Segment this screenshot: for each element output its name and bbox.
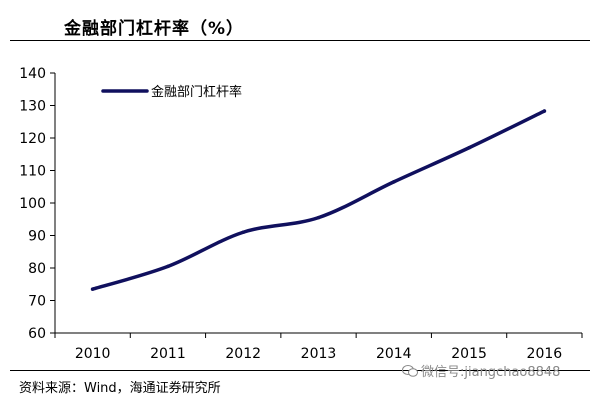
watermark-text: 微信号:jiangchao8848 [421,365,561,380]
footer-divider [10,370,590,371]
data-point [316,215,321,220]
data-point [90,287,95,291]
chart-legend: 金融部门杠杆率 [101,84,242,100]
source-note: 资料来源：Wind，海通证券研究所 [19,381,221,396]
x-axis-ticks: 2010 2011 2012 2013 2014 2015 2016 [54,333,583,362]
data-point [467,145,471,150]
x-tick-label: 2011 [150,346,186,362]
series-lines [90,109,547,291]
x-tick-label: 2012 [225,346,261,362]
y-tick-label: 60 [28,326,46,342]
y-tick-label: 130 [19,99,46,115]
y-tick-label: 120 [19,131,46,147]
x-tick-label: 2016 [527,346,563,362]
y-tick-label: 100 [19,196,46,212]
data-point [391,180,396,184]
y-tick-label: 70 [28,294,46,310]
title-divider [10,40,590,41]
page-title: 金融部门杠杆率（%） [64,19,245,39]
data-point [542,109,547,113]
watermark: 微信号:jiangchao8848 [402,361,560,380]
y-tick-label: 110 [19,164,46,180]
y-tick-label: 140 [19,66,46,82]
series-line [90,109,547,291]
x-tick-label: 2010 [75,346,111,362]
legend-label: 金融部门杠杆率 [151,84,242,100]
y-tick-label: 80 [28,261,46,277]
y-tick-label: 90 [28,229,46,245]
x-tick-label: 2013 [301,346,337,362]
x-tick-label: 2014 [376,346,412,362]
chart-axes [54,73,582,334]
wechat-logo-icon [402,365,418,377]
data-point [166,264,170,269]
data-point [241,230,246,235]
y-axis-ticks: 60 70 80 90 100 110 120 130 140 [19,66,55,342]
x-tick-label: 2015 [451,346,487,362]
